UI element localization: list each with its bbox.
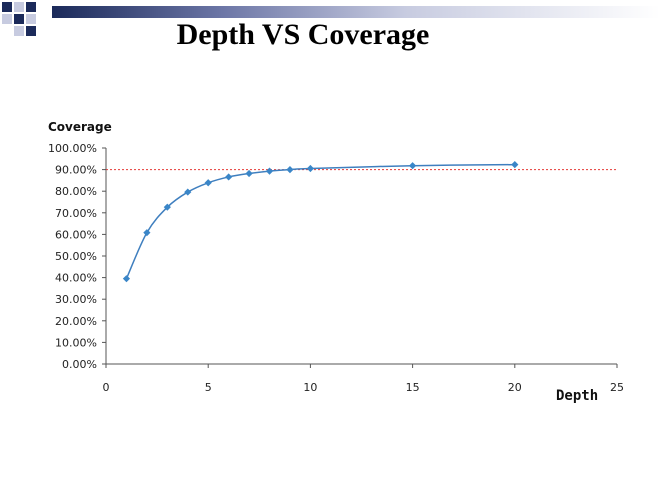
data-point-marker xyxy=(245,169,253,178)
data-point-marker xyxy=(409,162,417,170)
y-tick-label: 40.00% xyxy=(55,272,97,285)
decor-square xyxy=(26,2,36,12)
decor-square xyxy=(2,14,12,24)
y-tick-label: 0.00% xyxy=(62,358,97,371)
header-band xyxy=(0,0,660,40)
y-tick-label: 100.00% xyxy=(48,142,97,155)
x-tick-label: 20 xyxy=(508,381,522,394)
data-point-marker xyxy=(225,173,233,181)
series-line xyxy=(125,163,515,279)
data-point-marker xyxy=(286,166,294,174)
y-tick-label: 30.00% xyxy=(55,293,97,306)
y-tick-label: 60.00% xyxy=(55,228,97,241)
x-tick-label: 25 xyxy=(610,381,624,394)
decor-square xyxy=(14,2,24,12)
x-tick-label: 10 xyxy=(303,381,317,394)
data-point-marker xyxy=(163,203,171,211)
header-gradient-bar xyxy=(52,6,660,18)
y-axis-title: Coverage xyxy=(48,120,112,134)
data-point-marker xyxy=(306,164,314,173)
decor-square xyxy=(14,14,24,24)
slide-title: Depth VS Coverage xyxy=(176,18,430,51)
data-point-marker xyxy=(184,188,192,196)
decor-square xyxy=(26,26,36,36)
y-tick-label: 90.00% xyxy=(55,164,97,177)
x-tick-label: 15 xyxy=(406,381,420,394)
data-point-marker xyxy=(204,179,212,187)
data-point-marker xyxy=(122,275,131,283)
x-tick-label: 5 xyxy=(205,381,212,394)
decor-square xyxy=(2,2,12,12)
data-point-marker xyxy=(143,229,151,237)
data-point-marker xyxy=(265,167,274,175)
y-tick-label: 80.00% xyxy=(55,185,97,198)
y-tick-label: 10.00% xyxy=(55,336,97,349)
decor-square xyxy=(14,26,24,36)
data-point-marker xyxy=(511,161,519,169)
y-tick-label: 20.00% xyxy=(55,315,97,328)
x-tick-label: 0 xyxy=(103,381,110,394)
y-tick-label: 50.00% xyxy=(55,250,97,263)
y-tick-label: 70.00% xyxy=(55,207,97,220)
x-axis-title: Depth xyxy=(556,388,598,404)
decor-square xyxy=(26,14,36,24)
